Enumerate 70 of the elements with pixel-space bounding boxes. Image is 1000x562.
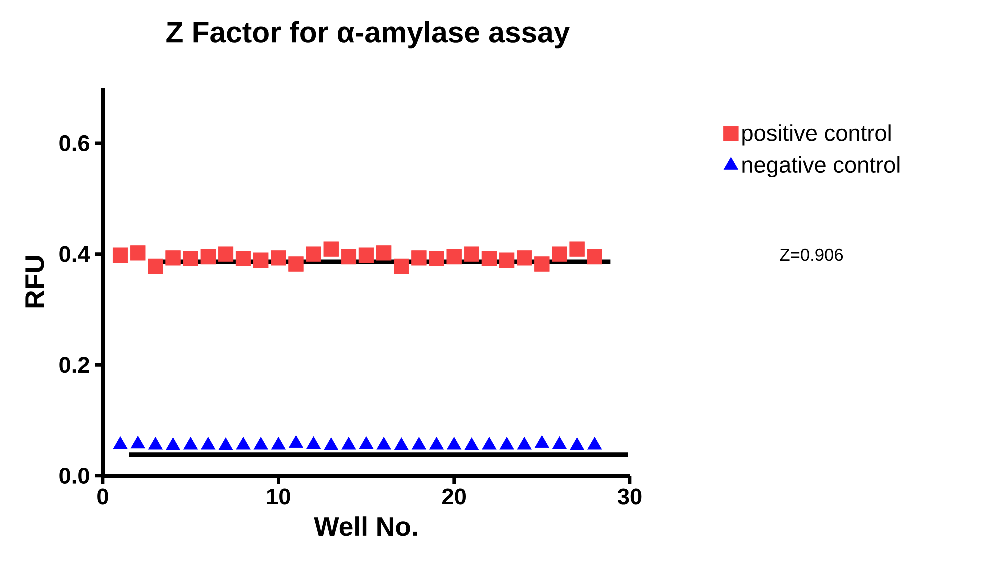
point: [148, 258, 164, 274]
point: [253, 252, 269, 268]
point: [394, 438, 409, 450]
point: [447, 437, 462, 450]
point: [587, 249, 602, 265]
point: [201, 437, 216, 450]
point: [324, 438, 339, 450]
point: [306, 436, 321, 450]
point: [552, 436, 567, 450]
point: [130, 436, 146, 449]
point: [482, 251, 498, 266]
chart-title: Z Factor for α-amylase assay: [166, 21, 570, 49]
legend-label: positive control: [742, 124, 891, 146]
point: [271, 437, 286, 450]
point: [500, 437, 514, 450]
point: [517, 437, 532, 450]
point: [341, 249, 357, 265]
text: Z=0.906: [780, 248, 844, 262]
point: [552, 246, 568, 262]
point: [412, 437, 426, 450]
point: [516, 250, 532, 266]
point: [534, 256, 550, 272]
point: [429, 251, 444, 266]
point: [112, 248, 128, 263]
y-tick-label: 0.0: [60, 468, 90, 484]
point: [130, 246, 146, 261]
point: [464, 246, 480, 262]
point: [464, 438, 480, 450]
point: [218, 246, 234, 262]
point: [183, 251, 198, 266]
point: [499, 252, 515, 268]
point: [570, 242, 585, 257]
point: [236, 437, 251, 450]
point: [570, 438, 584, 450]
point: [236, 251, 252, 266]
x-axis-title: Well No.: [314, 516, 417, 536]
point: [358, 248, 374, 263]
y-tick-label: 0.4: [60, 246, 90, 262]
x-tick-label: 30: [618, 488, 642, 505]
point: [430, 437, 444, 450]
point: [588, 437, 602, 450]
x-tick-label: 0: [98, 488, 108, 505]
point: [254, 437, 268, 450]
point: [288, 256, 304, 272]
x-tick-label: 10: [267, 488, 290, 505]
y-tick-label: 0.6: [60, 135, 90, 152]
point: [376, 246, 392, 261]
legend-label: negative control: [742, 156, 900, 178]
point: [534, 436, 550, 448]
point: [200, 249, 216, 265]
point: [184, 437, 198, 450]
point: [289, 436, 304, 448]
point: [113, 436, 128, 450]
y-axis-title: RFU: [26, 256, 44, 308]
point: [271, 250, 286, 266]
point: [148, 437, 163, 450]
point: [482, 437, 497, 450]
point: [342, 437, 356, 450]
point: [306, 246, 322, 262]
point: [376, 437, 392, 450]
point: [394, 258, 410, 274]
point: [359, 436, 374, 450]
point: [412, 250, 427, 266]
point: [446, 249, 462, 265]
point: [166, 438, 180, 450]
point: [324, 242, 339, 257]
y-tick-label: 0.2: [60, 357, 90, 374]
point: [166, 250, 181, 266]
point: [218, 438, 234, 450]
x-tick-label: 20: [442, 488, 466, 505]
